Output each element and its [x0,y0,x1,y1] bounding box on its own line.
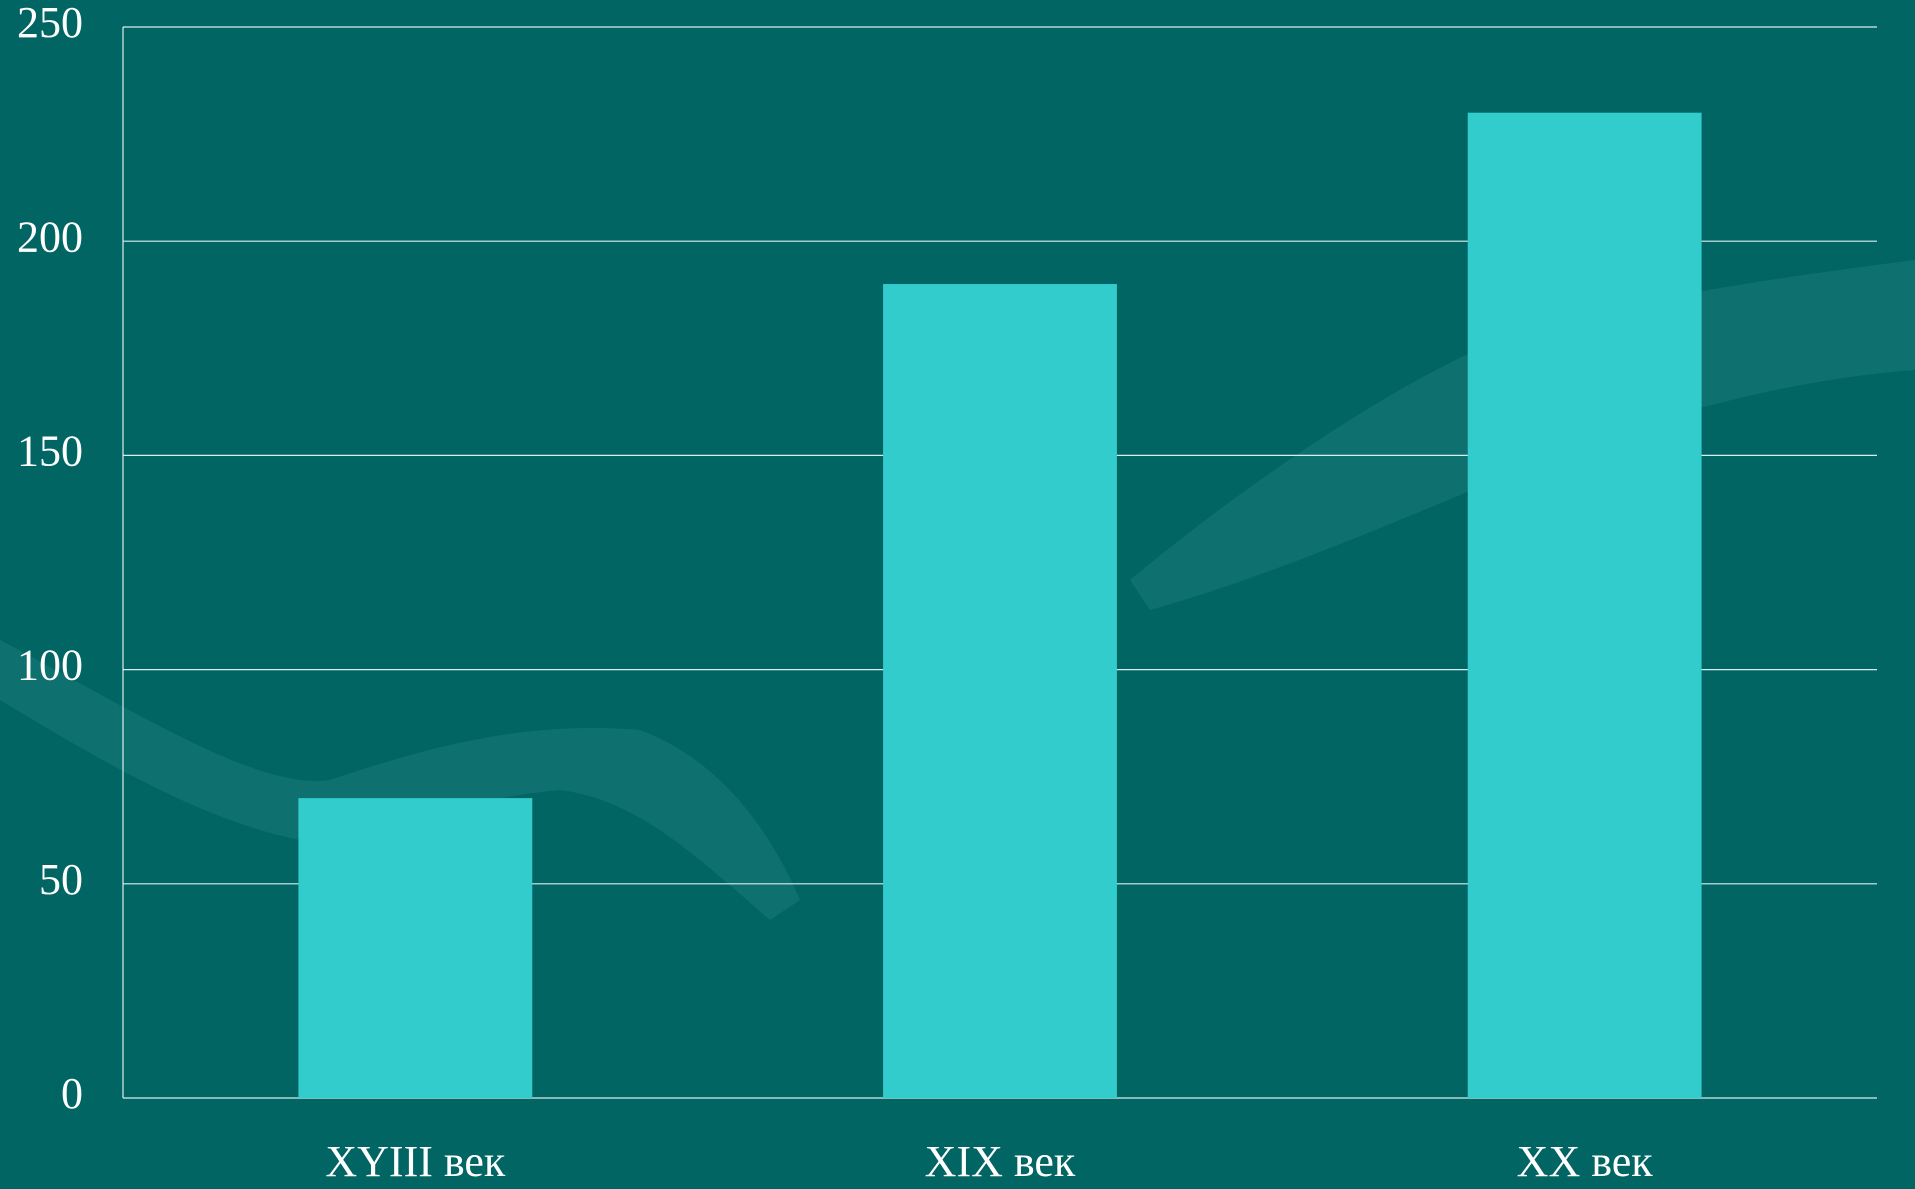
y-tick-label: 250 [17,0,83,47]
bar [1467,112,1702,1099]
y-tick-label: 200 [17,212,83,261]
y-tick-label: 50 [39,855,83,904]
x-tick-label: XIX век [925,1137,1076,1186]
bar [298,798,533,1098]
y-tick-label: 150 [17,426,83,475]
bar [883,284,1117,1098]
x-tick-label: XYIII век [325,1137,506,1186]
y-tick-label: 0 [61,1069,83,1118]
x-tick-label: XX век [1517,1137,1654,1186]
decoration [0,640,800,920]
y-tick-label: 100 [17,641,83,690]
